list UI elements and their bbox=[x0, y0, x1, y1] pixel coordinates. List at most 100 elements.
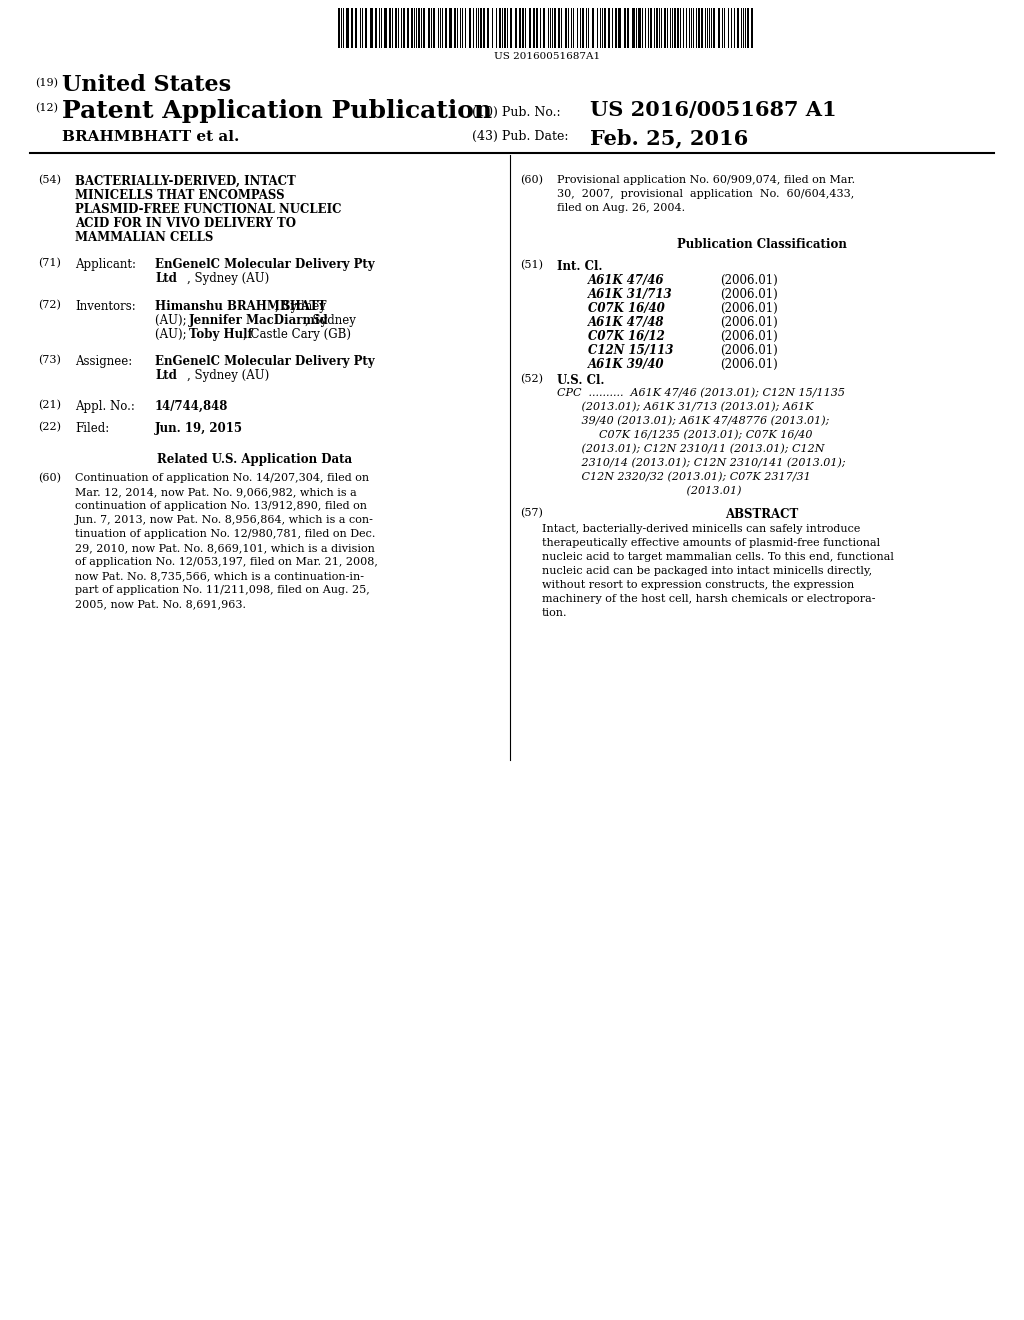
Text: Toby Hulf: Toby Hulf bbox=[189, 327, 253, 341]
Text: (AU);: (AU); bbox=[155, 327, 190, 341]
Text: nucleic acid to target mammalian cells. To this end, functional: nucleic acid to target mammalian cells. … bbox=[542, 552, 894, 562]
Text: (2006.01): (2006.01) bbox=[720, 345, 778, 356]
Text: therapeutically effective amounts of plasmid-free functional: therapeutically effective amounts of pla… bbox=[542, 539, 880, 548]
Text: Ltd: Ltd bbox=[155, 370, 177, 381]
Bar bbox=[395, 8, 397, 48]
Text: BACTERIALLY-DERIVED, INTACT: BACTERIALLY-DERIVED, INTACT bbox=[75, 176, 296, 187]
Bar bbox=[445, 8, 447, 48]
Text: Inventors:: Inventors: bbox=[75, 300, 136, 313]
Text: (60): (60) bbox=[38, 473, 61, 483]
Text: (71): (71) bbox=[38, 257, 60, 268]
Text: (22): (22) bbox=[38, 422, 61, 433]
Bar bbox=[338, 8, 340, 48]
Text: Feb. 25, 2016: Feb. 25, 2016 bbox=[590, 128, 749, 148]
Bar bbox=[751, 8, 753, 48]
Text: part of application No. 11/211,098, filed on Aug. 25,: part of application No. 11/211,098, file… bbox=[75, 585, 370, 595]
Bar bbox=[480, 8, 482, 48]
Text: Patent Application Publication: Patent Application Publication bbox=[62, 99, 493, 123]
Bar bbox=[664, 8, 666, 48]
Text: (2006.01): (2006.01) bbox=[720, 275, 778, 286]
Text: Appl. No.:: Appl. No.: bbox=[75, 400, 135, 413]
Bar bbox=[746, 8, 749, 48]
Text: 30,  2007,  provisional  application  No.  60/604,433,: 30, 2007, provisional application No. 60… bbox=[557, 189, 854, 199]
Text: ACID FOR IN VIVO DELIVERY TO: ACID FOR IN VIVO DELIVERY TO bbox=[75, 216, 296, 230]
Bar bbox=[433, 8, 435, 48]
Bar bbox=[582, 8, 584, 48]
Text: C12N 2320/32 (2013.01); C07K 2317/31: C12N 2320/32 (2013.01); C07K 2317/31 bbox=[557, 473, 811, 482]
Text: MAMMALIAN CELLS: MAMMALIAN CELLS bbox=[75, 231, 213, 244]
Bar bbox=[370, 8, 373, 48]
Text: (73): (73) bbox=[38, 355, 60, 366]
Text: , Sydney: , Sydney bbox=[305, 314, 356, 327]
Bar bbox=[487, 8, 489, 48]
Bar bbox=[454, 8, 456, 48]
Text: (2006.01): (2006.01) bbox=[720, 288, 778, 301]
Text: 2310/14 (2013.01); C12N 2310/141 (2013.01);: 2310/14 (2013.01); C12N 2310/141 (2013.0… bbox=[557, 458, 846, 469]
Text: MINICELLS THAT ENCOMPASS: MINICELLS THAT ENCOMPASS bbox=[75, 189, 285, 202]
Text: US 20160051687A1: US 20160051687A1 bbox=[494, 51, 600, 61]
Text: machinery of the host cell, harsh chemicals or electropora-: machinery of the host cell, harsh chemic… bbox=[542, 594, 876, 605]
Text: Intact, bacterially-derived minicells can safely introduce: Intact, bacterially-derived minicells ca… bbox=[542, 524, 860, 535]
Bar bbox=[384, 8, 387, 48]
Bar bbox=[411, 8, 413, 48]
Text: Ltd: Ltd bbox=[155, 272, 177, 285]
Text: EnGenelC Molecular Delivery Pty: EnGenelC Molecular Delivery Pty bbox=[155, 355, 375, 368]
Text: continuation of application No. 13/912,890, filed on: continuation of application No. 13/912,8… bbox=[75, 502, 367, 511]
Text: CPC  ..........  A61K 47/46 (2013.01); C12N 15/1135: CPC .......... A61K 47/46 (2013.01); C12… bbox=[557, 388, 845, 399]
Text: Jun. 19, 2015: Jun. 19, 2015 bbox=[155, 422, 243, 436]
Text: tinuation of application No. 12/980,781, filed on Dec.: tinuation of application No. 12/980,781,… bbox=[75, 529, 376, 539]
Bar bbox=[674, 8, 676, 48]
Text: Jun. 7, 2013, now Pat. No. 8,956,864, which is a con-: Jun. 7, 2013, now Pat. No. 8,956,864, wh… bbox=[75, 515, 374, 525]
Bar bbox=[713, 8, 715, 48]
Text: 2005, now Pat. No. 8,691,963.: 2005, now Pat. No. 8,691,963. bbox=[75, 599, 246, 609]
Bar bbox=[469, 8, 471, 48]
Bar bbox=[428, 8, 430, 48]
Text: tion.: tion. bbox=[542, 609, 567, 618]
Text: (2013.01); C12N 2310/11 (2013.01); C12N: (2013.01); C12N 2310/11 (2013.01); C12N bbox=[557, 444, 824, 454]
Text: (2013.01): (2013.01) bbox=[557, 486, 741, 496]
Bar bbox=[418, 8, 420, 48]
Bar bbox=[351, 8, 353, 48]
Bar bbox=[504, 8, 506, 48]
Bar bbox=[737, 8, 739, 48]
Bar bbox=[499, 8, 501, 48]
Bar bbox=[449, 8, 452, 48]
Text: Publication Classification: Publication Classification bbox=[677, 238, 847, 251]
Bar bbox=[615, 8, 617, 48]
Bar bbox=[515, 8, 517, 48]
Text: EnGenelC Molecular Delivery Pty: EnGenelC Molecular Delivery Pty bbox=[155, 257, 375, 271]
Text: A61K 31/713: A61K 31/713 bbox=[588, 288, 673, 301]
Text: Jennifer MacDiarmid: Jennifer MacDiarmid bbox=[189, 314, 329, 327]
Bar bbox=[701, 8, 703, 48]
Bar bbox=[355, 8, 357, 48]
Text: Int. Cl.: Int. Cl. bbox=[557, 260, 602, 273]
Text: (19): (19) bbox=[35, 78, 58, 88]
Text: nucleic acid can be packaged into intact minicells directly,: nucleic acid can be packaged into intact… bbox=[542, 566, 872, 576]
Text: of application No. 12/053,197, filed on Mar. 21, 2008,: of application No. 12/053,197, filed on … bbox=[75, 557, 378, 568]
Text: (54): (54) bbox=[38, 176, 61, 185]
Text: (2006.01): (2006.01) bbox=[720, 315, 778, 329]
Text: 14/744,848: 14/744,848 bbox=[155, 400, 228, 413]
Bar bbox=[718, 8, 720, 48]
Text: Filed:: Filed: bbox=[75, 422, 110, 436]
Text: (21): (21) bbox=[38, 400, 61, 411]
Text: US 2016/0051687 A1: US 2016/0051687 A1 bbox=[590, 100, 837, 120]
Bar bbox=[604, 8, 606, 48]
Text: without resort to expression constructs, the expression: without resort to expression constructs,… bbox=[542, 579, 854, 590]
Text: C07K 16/12: C07K 16/12 bbox=[588, 330, 665, 343]
Text: (12): (12) bbox=[35, 103, 58, 114]
Bar bbox=[375, 8, 377, 48]
Bar bbox=[656, 8, 658, 48]
Text: (51): (51) bbox=[520, 260, 543, 271]
Text: A61K 39/40: A61K 39/40 bbox=[588, 358, 665, 371]
Bar bbox=[592, 8, 594, 48]
Bar bbox=[346, 8, 349, 48]
Text: Himanshu BRAHMBHATT: Himanshu BRAHMBHATT bbox=[155, 300, 327, 313]
Text: C07K 16/1235 (2013.01); C07K 16/40: C07K 16/1235 (2013.01); C07K 16/40 bbox=[557, 430, 812, 441]
Text: Mar. 12, 2014, now Pat. No. 9,066,982, which is a: Mar. 12, 2014, now Pat. No. 9,066,982, w… bbox=[75, 487, 356, 498]
Text: ABSTRACT: ABSTRACT bbox=[725, 508, 799, 521]
Bar bbox=[529, 8, 531, 48]
Bar bbox=[365, 8, 367, 48]
Bar bbox=[624, 8, 626, 48]
Bar bbox=[522, 8, 524, 48]
